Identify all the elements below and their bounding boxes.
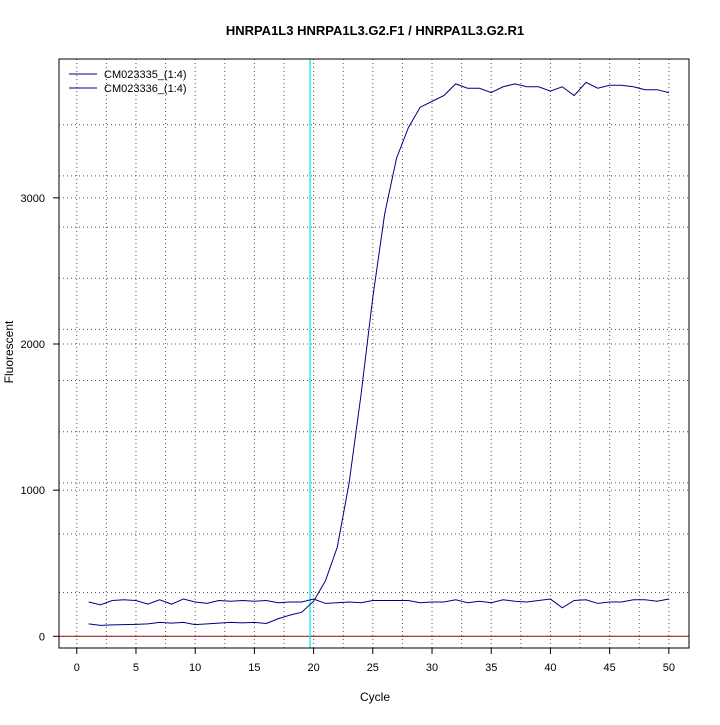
y-axis-label: Fluorescent bbox=[2, 320, 16, 383]
series-lines bbox=[88, 81, 669, 626]
legend-label: CM023335_(1:4) bbox=[104, 69, 187, 81]
x-tick-label: 25 bbox=[367, 662, 379, 674]
y-tick-label: 1000 bbox=[21, 485, 45, 497]
y-tick-label: 0 bbox=[39, 631, 45, 643]
chart-title: HNRPA1L3 HNRPA1L3.G2.F1 / HNRPA1L3.G2.R1 bbox=[226, 23, 524, 38]
x-tick-label: 10 bbox=[189, 662, 201, 674]
x-axis-label: Cycle bbox=[360, 690, 390, 704]
axes: 0 5 10 15 20 25 30 35 40 45 50 0 1000 2000 3000 bbox=[21, 58, 690, 674]
x-tick-label: 50 bbox=[663, 662, 675, 674]
y-tick-label: 2000 bbox=[21, 339, 45, 351]
series-line-1 bbox=[88, 598, 669, 609]
x-tick-label: 20 bbox=[307, 662, 319, 674]
x-tick-label: 0 bbox=[74, 662, 80, 674]
grid-lines bbox=[59, 59, 689, 648]
x-tick-label: 35 bbox=[485, 662, 497, 674]
legend-label: CM023336_(1:4) bbox=[104, 83, 187, 95]
series-line-2 bbox=[88, 81, 669, 626]
x-tick-label: 15 bbox=[248, 662, 260, 674]
y-tick-label: 3000 bbox=[21, 193, 45, 205]
reference-lines bbox=[59, 59, 689, 648]
x-tick-label: 45 bbox=[604, 662, 616, 674]
legend: CM023335_(1:4) CM023336_(1:4) bbox=[69, 69, 187, 95]
x-tick-label: 30 bbox=[426, 662, 438, 674]
x-tick-label: 5 bbox=[133, 662, 139, 674]
x-tick-label: 40 bbox=[544, 662, 556, 674]
